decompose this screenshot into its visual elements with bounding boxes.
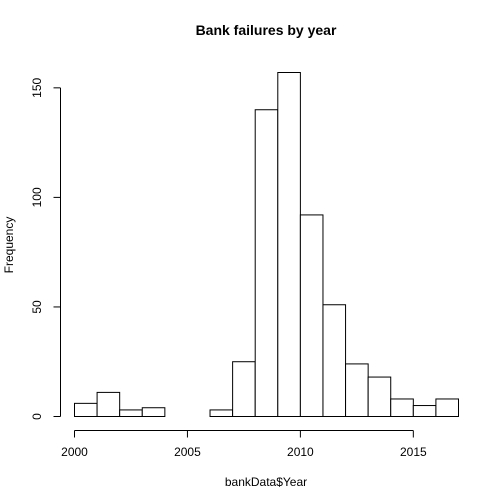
x-axis: 2000 2005 2010 2015 [61,430,427,459]
y-tick-label-100: 100 [30,187,44,207]
histogram-bar-2008 [254,109,279,417]
histogram-bar-2016 [435,398,460,418]
histogram-bar-2007 [232,361,256,417]
histogram-bar-2009 [277,72,301,417]
histogram-bar-2010 [299,214,324,417]
histogram-bar-2014 [390,398,414,418]
histogram-bar-2012 [345,363,369,417]
histogram-bar-2015 [412,405,437,417]
y-tick-label-0: 0 [30,413,44,420]
histogram-bar-2001 [96,391,121,418]
x-tick-label-2005: 2005 [174,445,201,459]
y-tick-label-50: 50 [30,300,44,314]
histogram-bar-2011 [322,304,347,418]
x-tick-label-2010: 2010 [287,445,314,459]
histogram-bar-2002 [119,409,143,418]
histogram-bars [74,72,460,418]
chart-title: Bank failures by year [196,22,337,38]
histogram-bar-2013 [367,376,392,418]
x-tick-label-2000: 2000 [61,445,88,459]
histogram-bar-2006 [209,409,234,418]
x-tick-label-2015: 2015 [400,445,427,459]
y-axis: 0 50 100 150 [30,78,61,420]
x-axis-label: bankData$Year [225,475,307,489]
histogram-bar-2003 [141,407,166,417]
y-tick-label-150: 150 [30,78,44,98]
histogram-bar-2000 [74,402,98,418]
y-axis-label: Frequency [2,217,16,274]
